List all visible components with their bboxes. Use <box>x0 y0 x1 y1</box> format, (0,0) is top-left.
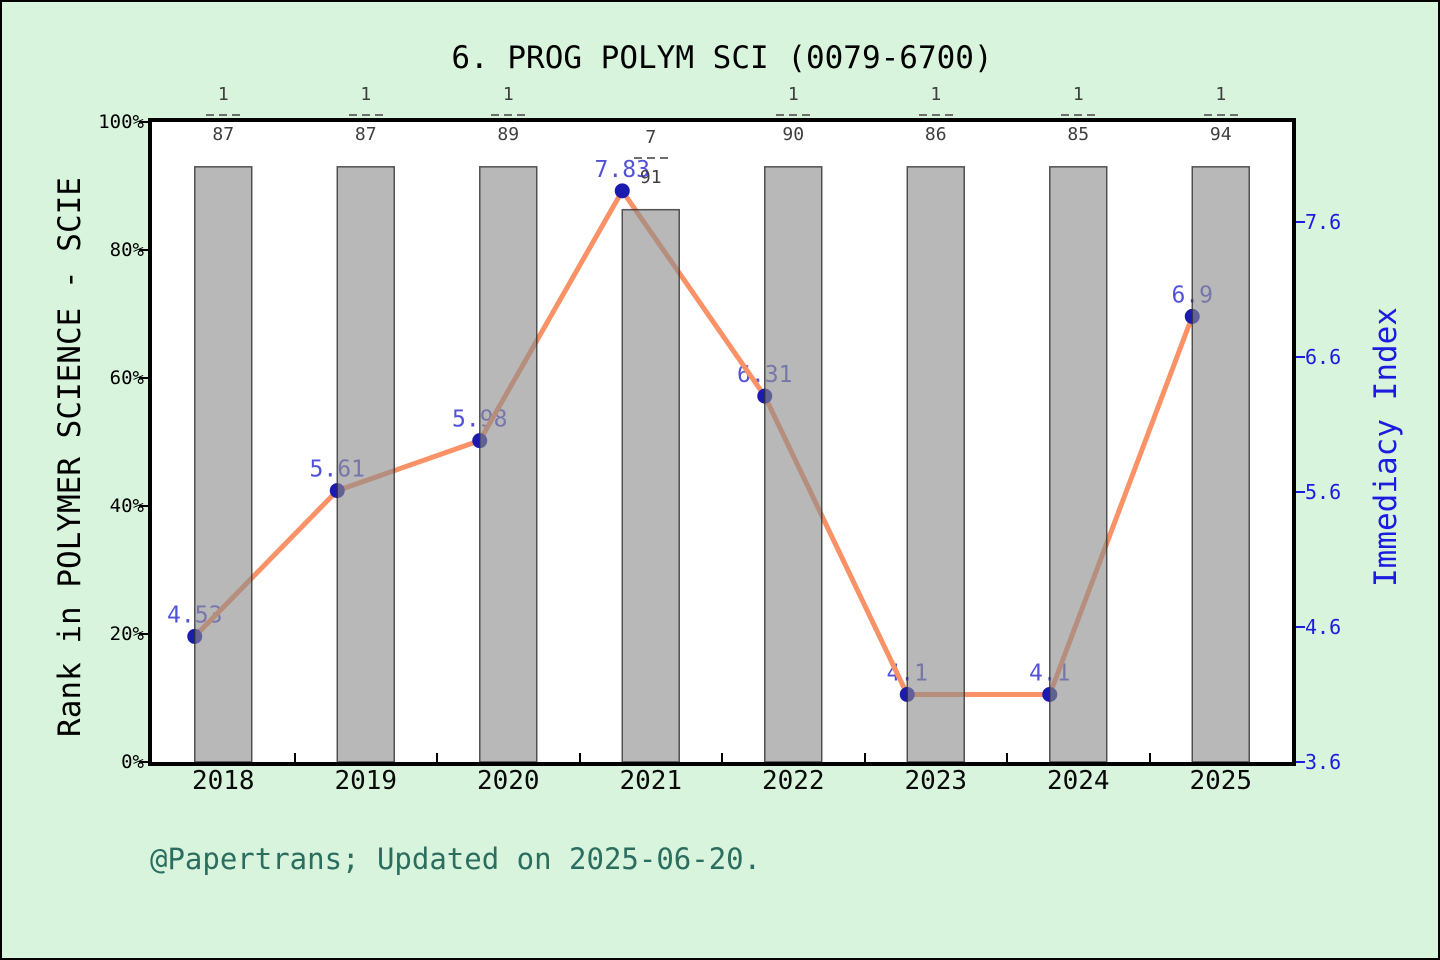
rank-fraction-bar <box>918 113 953 116</box>
x-axis-boundary-tick <box>863 753 866 762</box>
right-axis-tick-mark <box>1296 220 1305 223</box>
rank-bar <box>336 166 395 762</box>
rank-fraction: 1 87 <box>183 83 263 145</box>
rank-fraction-bar <box>776 113 811 116</box>
rank-fraction-numerator: 1 <box>1215 83 1227 105</box>
immediacy-index-point <box>614 183 630 199</box>
left-axis-tick-mark <box>139 761 148 763</box>
rank-bar <box>906 166 965 762</box>
rank-fraction: 1 87 <box>326 83 406 145</box>
left-axis-tick-mark <box>139 377 148 379</box>
x-axis-boundary-tick <box>1148 753 1151 762</box>
right-axis-tick-label: 5.6 <box>1305 479 1342 504</box>
x-axis-boundary-tick <box>436 753 438 762</box>
left-axis-tick-mark <box>139 249 148 251</box>
rank-fraction-denominator: 87 <box>354 123 377 145</box>
x-axis-year-label: 2024 <box>1046 766 1110 796</box>
right-axis-tick-label: 3.6 <box>1305 750 1342 774</box>
right-axis-tick-label: 7.6 <box>1305 209 1342 234</box>
left-axis-tick-label: 60% <box>109 367 144 389</box>
rank-fraction-denominator: 87 <box>212 123 235 145</box>
rank-fraction-numerator: 1 <box>502 83 514 105</box>
rank-fraction-denominator: 91 <box>639 166 662 188</box>
x-axis-year-label: 2020 <box>476 766 540 796</box>
left-axis-tick-mark <box>139 505 148 507</box>
rank-fraction-numerator: 1 <box>930 83 942 105</box>
x-axis-year-label: 2023 <box>904 766 968 796</box>
chart-canvas: 4.535.615.987.836.314.14.16.9 <box>167 157 1250 762</box>
rank-fraction: 1 89 <box>468 83 548 145</box>
x-axis-boundary-tick <box>1006 753 1008 762</box>
x-axis-boundary-tick <box>721 753 723 762</box>
rank-fraction-denominator: 90 <box>782 123 805 145</box>
footer-credit: @Papertrans; Updated on 2025-06-20. <box>150 842 762 876</box>
left-axis-tick-label: 40% <box>109 495 144 517</box>
right-axis-tick-mark <box>1296 355 1305 358</box>
rank-fraction: 1 94 <box>1181 83 1261 145</box>
rank-fraction-bar <box>1203 113 1238 116</box>
rank-bar <box>479 166 538 762</box>
right-axis-tick-label: 4.6 <box>1305 614 1342 639</box>
rank-fraction-numerator: 1 <box>1072 83 1084 105</box>
rank-fraction-denominator: 94 <box>1209 123 1232 145</box>
rank-fraction-numerator: 1 <box>787 83 799 105</box>
left-axis-tick-label: 0% <box>121 751 144 773</box>
rank-bar <box>1049 166 1108 762</box>
left-axis-title: Rank in POLYMER SCIENCE - SCIE <box>52 177 88 737</box>
right-axis-tick-label: 6.6 <box>1305 344 1342 369</box>
rank-fraction-bar <box>491 113 526 116</box>
rank-fraction-bar <box>348 113 383 116</box>
rank-fraction-numerator: 1 <box>217 83 229 105</box>
x-axis-year-label: 2022 <box>761 766 825 796</box>
right-axis-title: Immediacy Index <box>1368 307 1404 587</box>
left-axis-tick-mark <box>139 121 148 123</box>
x-axis-year-label: 2019 <box>334 766 398 796</box>
left-axis-tick-label: 20% <box>109 623 144 645</box>
rank-fraction-denominator: 85 <box>1067 123 1090 145</box>
line-point-label: 7.83 <box>595 157 650 183</box>
x-axis-year-label: 2021 <box>619 766 683 796</box>
rank-bar <box>194 166 253 762</box>
rank-fraction: 1 86 <box>896 83 976 145</box>
rank-bar <box>764 166 823 762</box>
rank-bar <box>621 208 680 762</box>
chart-title: 6. PROG POLYM SCI (0079-6700) <box>451 40 993 76</box>
x-axis-year-label: 2018 <box>191 766 255 796</box>
rank-fraction: 1 90 <box>753 83 833 145</box>
rank-fraction-numerator: 1 <box>360 83 372 105</box>
right-axis-tick-mark <box>1296 490 1305 493</box>
x-axis-boundary-tick <box>578 753 581 762</box>
right-axis-tick-mark <box>1296 625 1305 628</box>
rank-fraction-bar <box>1061 113 1096 116</box>
right-axis-tick-mark <box>1296 761 1305 763</box>
left-axis-tick-mark <box>139 633 148 635</box>
x-axis-year-label: 2025 <box>1189 766 1253 796</box>
left-axis-tick-label: 100% <box>98 111 144 133</box>
rank-bar <box>1191 166 1250 762</box>
rank-fraction-bar <box>633 156 668 159</box>
rank-fraction-numerator: 7 <box>645 126 657 148</box>
rank-fraction-denominator: 89 <box>497 123 520 145</box>
rank-fraction: 7 91 <box>611 126 691 188</box>
rank-fraction: 1 85 <box>1038 83 1118 145</box>
left-axis-tick-label: 80% <box>109 239 144 261</box>
rank-fraction-denominator: 86 <box>924 123 947 145</box>
x-axis-boundary-tick <box>293 753 296 762</box>
rank-fraction-bar <box>206 113 241 116</box>
